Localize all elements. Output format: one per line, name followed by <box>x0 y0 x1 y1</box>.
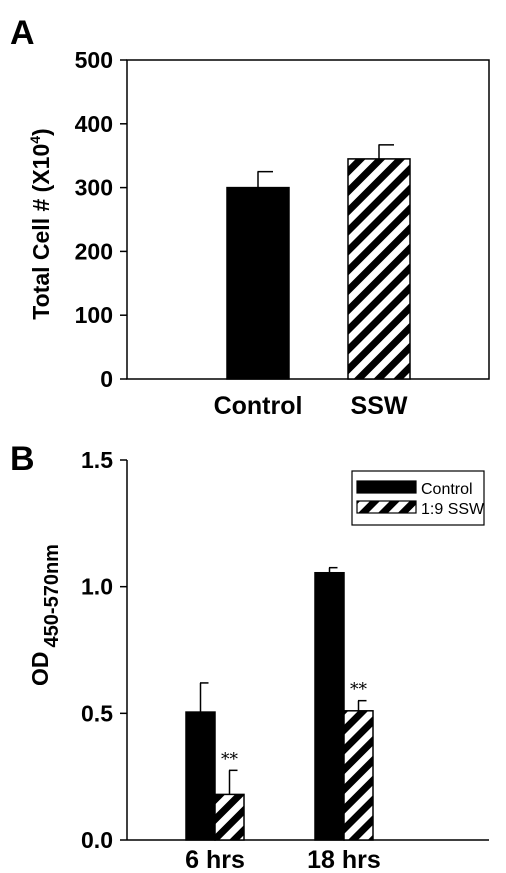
legend-label: Control <box>421 481 473 498</box>
panel-b-bars: ** ** <box>185 566 374 841</box>
x-category-label: Control <box>214 392 303 420</box>
x-category-label: 18 hrs <box>307 846 381 873</box>
panel-a-bars <box>226 144 411 380</box>
panel-a-letter: A <box>10 14 35 52</box>
y-tick-label: 100 <box>75 302 113 328</box>
y-tick-label: 0.5 <box>81 700 113 726</box>
panel-a-axes <box>126 59 490 380</box>
panel-a-x-labels: Control SSW <box>214 392 408 420</box>
bar-1-9-ssw <box>343 710 374 841</box>
y-tick-label: 300 <box>75 175 113 201</box>
x-category-label: SSW <box>351 392 408 420</box>
panel-b-letter: B <box>10 440 35 478</box>
bar-control <box>185 711 216 841</box>
panel-a-y-axis-title: Total Cell # (X104) <box>27 128 54 319</box>
legend-swatch <box>356 500 417 514</box>
panel-b-x-labels: 6 hrs 18 hrs <box>185 846 381 873</box>
legend-box <box>351 470 485 526</box>
panel-a-chart: 0 100 200 300 400 500 Control SSW Total Cell #… <box>27 47 490 420</box>
significance-marker: ** <box>350 680 368 700</box>
x-category-label: 6 hrs <box>185 846 245 873</box>
y-tick-label: 200 <box>75 238 113 264</box>
panel-b-legend: Control 1:9 SSW <box>351 470 485 526</box>
panel-a-y-ticks: 0 100 200 300 400 500 <box>75 47 127 392</box>
panel-a-plot-frame <box>126 59 490 380</box>
legend-swatch <box>356 480 417 494</box>
bar-1-9-ssw <box>214 793 245 841</box>
panel-b-chart: ** ** 0.0 0.5 1.0 1.5 6 hrs 18 hrs Control 1:9… <box>27 447 489 873</box>
y-tick-label: 1.0 <box>81 574 113 600</box>
bar-ssw <box>347 158 411 380</box>
legend-label: 1:9 SSW <box>421 501 485 518</box>
bar-control <box>226 186 290 380</box>
significance-marker: ** <box>221 749 239 769</box>
y-tick-label: 0 <box>100 366 113 392</box>
panel-b-y-axis-title: OD450-570nm <box>27 544 63 686</box>
y-tick-label: 0.0 <box>81 827 113 853</box>
y-tick-label: 1.5 <box>81 447 113 473</box>
panel-b-y-ticks: 0.0 0.5 1.0 1.5 <box>81 447 127 853</box>
y-tick-label: 500 <box>75 47 113 73</box>
y-tick-label: 400 <box>75 111 113 137</box>
bar-control <box>314 571 345 841</box>
